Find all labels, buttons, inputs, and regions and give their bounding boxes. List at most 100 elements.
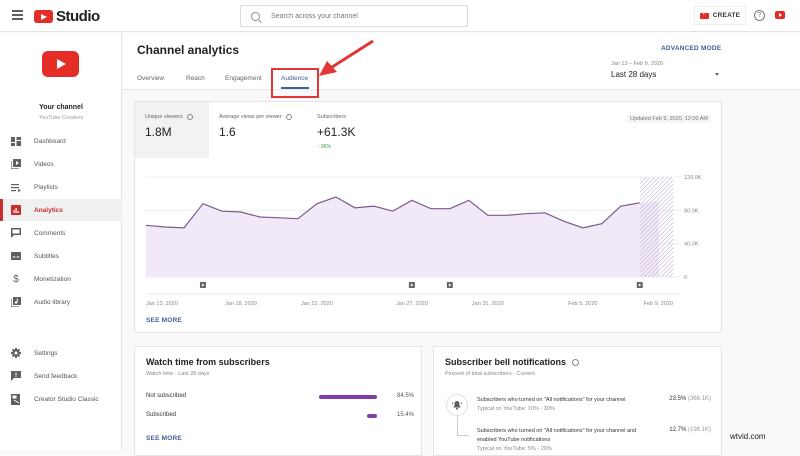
unique-viewers-chart[interactable]: 0 40.0K 80.0K 120.0K Jan 13, 2020 Jan 18, 202… [135,162,723,312]
create-video-icon [699,10,709,19]
info-icon[interactable] [572,358,580,366]
create-label: CREATE [712,12,741,19]
row-label: Subscribed [146,412,177,418]
tab-reach[interactable]: Reach [186,75,205,82]
row-text: Subscribers who turned on "All notificat… [477,428,637,443]
row-typical: Typical on YouTube: 10% - 30% [477,406,555,412]
svg-text:0: 0 [684,275,687,281]
info-icon[interactable] [285,114,292,120]
channel-name: Your channel [39,104,83,111]
bell-row-percent: 23.5% (366.1K) [669,396,711,402]
row-label: Not subscribed [146,393,187,399]
bell-row-percent: 12.7% (198.1K) [669,427,711,433]
tab-audience[interactable]: Audience [281,75,309,82]
create-button[interactable]: CREATE [694,6,746,25]
sidebar: Your channel YouTube Creators Dashboard … [0,33,122,450]
svg-text:Feb 5, 2020: Feb 5, 2020 [568,301,597,307]
kpi-label: Subscribers [317,114,347,120]
active-tab-indicator [281,87,309,89]
date-range-main: Last 28 days [611,70,657,79]
sidebar-item-monetization[interactable]: $ Monetization [0,268,122,290]
tab-engagement[interactable]: Engagement [225,75,262,82]
sidebar-item-label: Creator Studio Classic [34,395,99,403]
studio-logo[interactable]: Studio [34,8,100,25]
kpi-unique-viewers[interactable]: Unique viewers 1.8M [135,102,209,158]
sidebar-item-analytics[interactable]: Analytics [0,199,122,221]
sidebar-item-label: Send feedback [34,372,78,380]
date-range-sub: Jan 13 – Feb 9, 2020 [611,61,663,67]
sidebar-item-label: Monetization [34,275,71,283]
sidebar-item-subtitles[interactable]: Subtitles [0,245,122,267]
updated-timestamp: Updated Feb 9, 2020, 12:00 AM [627,115,711,123]
sidebar-item-label: Audio library [34,298,71,306]
kpi-label: Unique viewers [145,114,183,120]
sidebar-item-dashboard[interactable]: Dashboard [0,130,122,152]
sidebar-item-label: Videos [34,160,54,168]
kpi-value: 1.6 [219,125,236,139]
row-percent: 84.5% [396,393,414,399]
see-more-link[interactable]: SEE MORE [146,435,182,442]
row-percent: 15.4% [396,412,414,418]
main-content: Channel analytics Overview Reach Engagem… [123,33,800,456]
svg-text:40.0K: 40.0K [684,242,699,248]
svg-text:Jan 13, 2020: Jan 13, 2020 [146,301,178,307]
channel-subtitle: YouTube Creators [38,115,84,121]
kpi-value: 1.8M [145,125,172,139]
settings-icon [11,348,21,358]
annotation-arrow-icon [319,39,374,76]
kpi-average-views-per-viewer[interactable]: Average views per viewer 1.6 [209,102,295,158]
sidebar-item-videos[interactable]: Videos [0,153,122,175]
sidebar-item-audio-library[interactable]: Audio library [0,291,122,313]
search-input[interactable] [271,12,461,20]
audio-library-icon [11,297,21,307]
percent-value: 12.7% [669,427,687,433]
svg-text:Jan 22, 2020: Jan 22, 2020 [301,301,333,307]
menu-icon[interactable] [12,10,23,20]
help-icon[interactable]: ? [754,10,765,21]
watermark: wtvid.com [730,432,766,441]
sidebar-item-label: Subtitles [34,252,59,260]
sidebar-item-label: Dashboard [34,137,66,145]
sidebar-item-settings[interactable]: Settings [0,342,122,364]
playlists-icon [11,183,21,192]
sidebar-item-playlists[interactable]: Playlists [0,176,122,198]
analytics-icon [11,205,21,215]
search-icon [251,11,260,21]
card-title: Subscriber bell notifications [445,357,580,367]
sidebar-item-label: Analytics [34,206,63,214]
app-name: Studio [56,8,100,25]
sidebar-item-comments[interactable]: Comments [0,222,122,244]
watch-time-row-subscribed: Subscribed 15.4% [146,411,414,423]
watch-time-row-not-subscribed: Not subscribed 84.5% [146,392,414,404]
percent-value: 23.5% [669,396,687,402]
info-icon[interactable] [186,114,193,120]
card-title: Watch time from subscribers [146,357,270,367]
kpi-label: Average views per viewer [219,114,282,120]
row-typical: Typical on YouTube: 5% - 20% [477,446,552,452]
watch-time-card: Watch time from subscribers Watch time ·… [134,346,422,456]
advanced-mode-link[interactable]: ADVANCED MODE [661,45,722,52]
bell-row-enabled-notifications: Subscribers who turned on "All notificat… [477,427,657,454]
sidebar-item-creator-studio-classic[interactable]: Creator Studio Classic [0,388,122,410]
tab-overview[interactable]: Overview [137,75,165,82]
top-bar: Studio CREATE ? [0,0,800,32]
sidebar-item-send-feedback[interactable]: Send feedback [0,365,122,387]
account-avatar-icon[interactable] [775,11,785,19]
chevron-down-icon [715,73,719,76]
channel-avatar[interactable] [42,51,79,77]
sidebar-item-label: Playlists [34,183,58,191]
kpi-subscribers[interactable]: Subscribers +61.3K ↑ 36% [307,102,397,158]
search-box[interactable] [240,5,468,27]
monetization-icon: $ [13,273,19,285]
dashboard-icon [11,136,21,146]
see-more-link[interactable]: SEE MORE [146,317,182,324]
tree-connector [457,417,469,436]
videos-icon [11,159,21,169]
svg-text:120.0K: 120.0K [684,175,702,181]
comments-icon [11,228,21,238]
card-title-text: Subscriber bell notifications [445,357,567,367]
page-header [123,33,800,90]
date-range-dropdown[interactable]: Jan 13 – Feb 9, 2020 Last 28 days [611,61,719,87]
sidebar-item-label: Settings [34,349,58,357]
not-subscribed-bar [319,395,377,399]
